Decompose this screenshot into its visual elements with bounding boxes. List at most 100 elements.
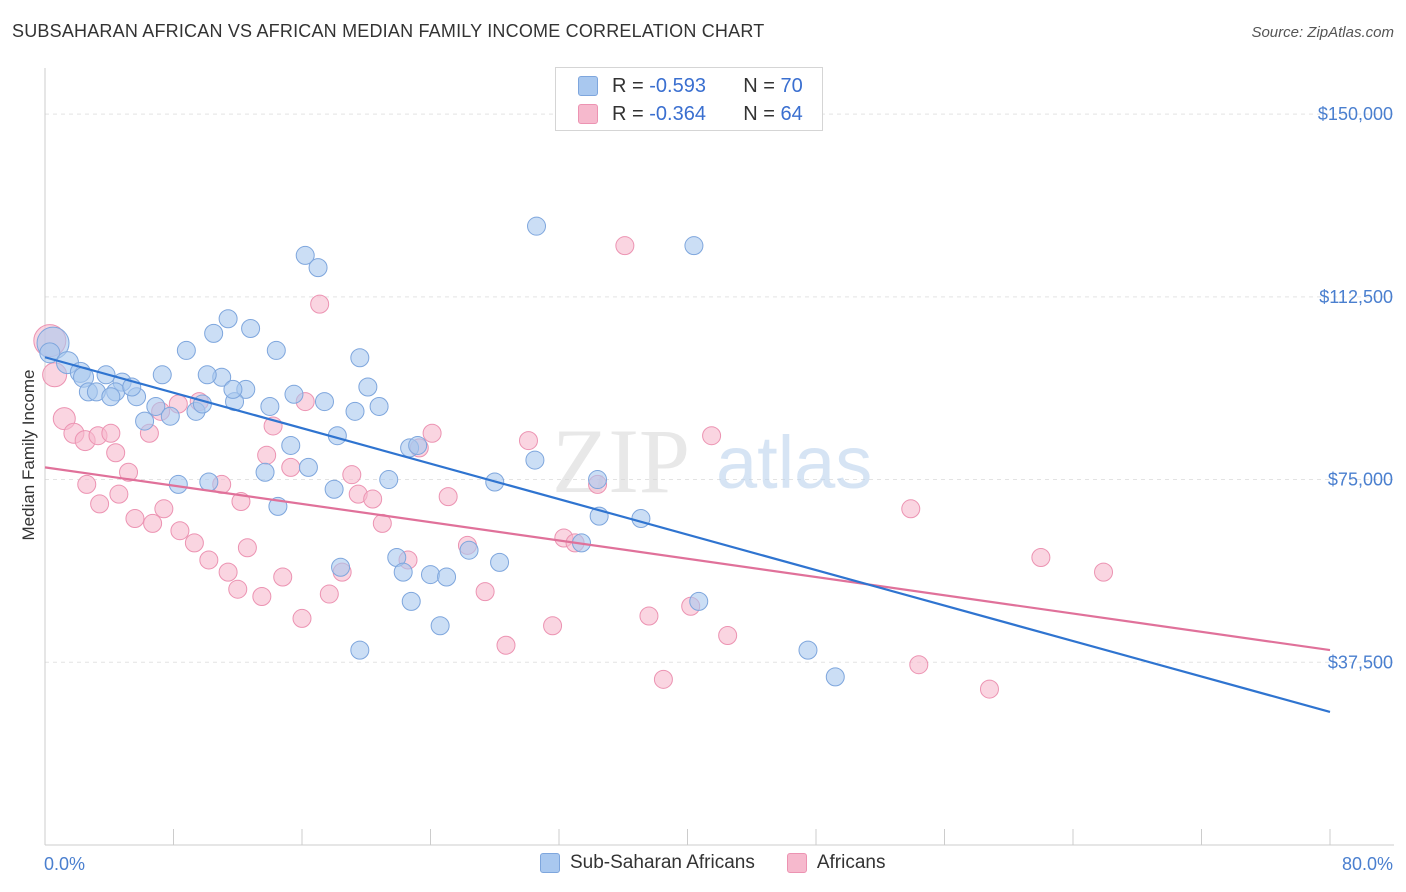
point-sub-saharan <box>345 401 365 421</box>
point-africans <box>106 443 126 463</box>
point-africans <box>252 586 272 606</box>
point-africans <box>125 509 145 529</box>
point-sub-saharan <box>101 387 121 407</box>
point-africans <box>422 423 442 443</box>
point-africans <box>319 584 339 604</box>
point-sub-saharan <box>284 384 304 404</box>
legend-row-sub-saharan: R = -0.593 N = 70 <box>578 73 803 99</box>
point-sub-saharan <box>437 567 457 587</box>
point-africans <box>979 679 999 699</box>
point-sub-saharan <box>525 450 545 470</box>
trend-line-africans <box>44 466 1331 652</box>
point-sub-saharan <box>825 667 845 687</box>
legend-label-africans: Africans <box>816 852 886 873</box>
point-sub-saharan <box>314 392 334 412</box>
point-sub-saharan <box>408 435 428 455</box>
point-sub-saharan <box>350 640 370 660</box>
point-africans <box>281 457 301 477</box>
point-sub-saharan <box>430 616 450 636</box>
x-tick-label: 80.0% <box>1342 854 1393 874</box>
point-africans <box>1094 562 1114 582</box>
point-africans <box>496 635 516 655</box>
point-africans <box>718 625 738 645</box>
watermark-atlas: atlas <box>716 421 872 504</box>
stats-legend: R = -0.593 N = 70 R = -0.364 N = 64 <box>555 67 823 131</box>
chart-title: SUBSAHARAN AFRICAN VS AFRICAN MEDIAN FAM… <box>12 21 765 41</box>
point-sub-saharan <box>146 396 166 416</box>
point-africans <box>237 538 257 558</box>
point-sub-saharan <box>324 479 344 499</box>
point-sub-saharan <box>160 406 180 426</box>
point-sub-saharan <box>393 562 413 582</box>
legend-n-label: N = <box>743 102 775 125</box>
point-africans <box>143 513 163 533</box>
point-sub-saharan <box>197 365 217 385</box>
legend-swatch-pink <box>786 853 807 873</box>
point-sub-saharan <box>358 377 378 397</box>
point-sub-saharan <box>588 470 608 490</box>
y-tick-label: $37,500 <box>1328 652 1393 672</box>
point-africans <box>292 608 312 628</box>
source-credit: Source: ZipAtlas.com <box>1251 24 1394 41</box>
point-africans <box>184 533 204 553</box>
legend-n-label: N = <box>743 74 775 97</box>
legend-item-sub-saharan: Sub-Saharan Africans <box>540 852 755 874</box>
axes <box>44 68 1394 846</box>
point-sub-saharan <box>331 557 351 577</box>
point-sub-saharan <box>199 472 219 492</box>
point-sub-saharan <box>204 323 224 343</box>
legend-r-value: -0.593 <box>649 74 706 97</box>
point-africans <box>77 474 97 494</box>
point-sub-saharan <box>241 319 261 339</box>
point-africans <box>154 499 174 519</box>
legend-item-africans: Africans <box>786 852 886 874</box>
point-africans <box>901 499 921 519</box>
legend-swatch-pink <box>578 104 598 124</box>
point-sub-saharan <box>298 457 318 477</box>
x-tick-label: 0.0% <box>44 854 85 874</box>
point-africans <box>109 484 129 504</box>
point-sub-saharan <box>176 340 196 360</box>
legend-label-sub-saharan: Sub-Saharan Africans <box>570 852 755 873</box>
x-tick-labels: 0.0% 80.0% <box>44 854 1393 874</box>
point-africans <box>653 669 673 689</box>
y-tick-label: $112,500 <box>1319 287 1393 307</box>
point-sub-saharan <box>266 340 286 360</box>
series-legend: Sub-Saharan Africans Africans <box>540 852 917 874</box>
point-sub-saharan <box>350 348 370 368</box>
point-sub-saharan <box>527 216 547 236</box>
point-sub-saharan <box>152 365 172 385</box>
legend-swatch-blue <box>578 76 598 96</box>
point-africans <box>475 582 495 602</box>
point-sub-saharan <box>260 396 280 416</box>
point-sub-saharan <box>379 470 399 490</box>
point-sub-saharan <box>798 640 818 660</box>
point-sub-saharan <box>401 591 421 611</box>
point-africans <box>228 579 248 599</box>
point-sub-saharan <box>192 394 212 414</box>
y-tick-label: $150,000 <box>1318 104 1393 124</box>
point-sub-saharan <box>490 552 510 572</box>
legend-swatch-blue <box>540 853 560 873</box>
point-africans <box>438 487 458 507</box>
legend-n-value: 70 <box>780 74 803 97</box>
point-africans <box>1031 548 1051 568</box>
point-sub-saharan <box>631 509 651 529</box>
legend-row-africans: R = -0.364 N = 64 <box>578 101 803 127</box>
legend-r-value: -0.364 <box>649 102 706 125</box>
watermark: ZIP atlas <box>552 410 872 512</box>
point-africans <box>101 423 121 443</box>
point-africans <box>543 616 563 636</box>
point-africans <box>310 294 330 314</box>
trend-lines <box>44 356 1331 714</box>
point-africans <box>363 489 383 509</box>
y-axis-label: Median Family Income <box>19 369 38 540</box>
legend-n-value: 64 <box>780 102 803 125</box>
point-africans <box>273 567 293 587</box>
legend-r-label: R = <box>612 102 644 125</box>
point-sub-saharan <box>135 411 155 431</box>
point-africans <box>199 550 219 570</box>
point-sub-saharan <box>459 540 479 560</box>
point-africans <box>342 465 362 485</box>
